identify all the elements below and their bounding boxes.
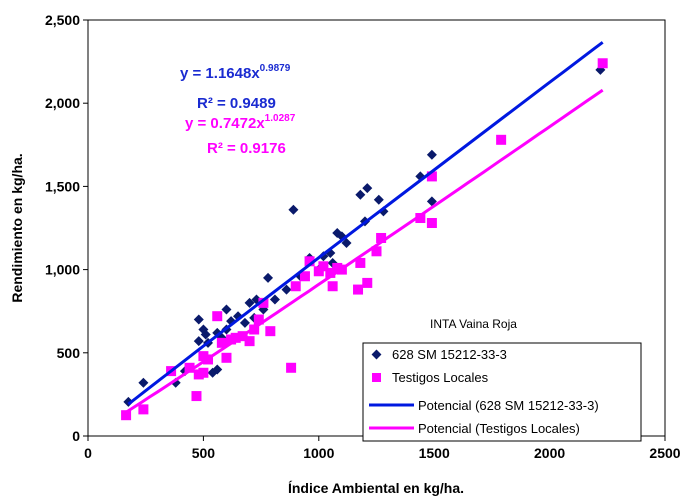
legend-label-628-trend: Potencial (628 SM 15212-33-3)	[418, 398, 599, 413]
legend-label-testigos: Testigos Locales	[392, 370, 489, 385]
point-testigos	[353, 284, 364, 295]
point-628	[269, 294, 280, 305]
trendline-r2-628: R² = 0.9489	[197, 95, 276, 112]
x-tick-label: 500	[192, 445, 216, 461]
legend: 628 SM 15212-33-3 Testigos Locales Poten…	[362, 342, 642, 442]
point-628	[288, 204, 299, 215]
point-testigos	[426, 218, 437, 229]
point-testigos	[230, 332, 241, 343]
point-testigos	[212, 311, 223, 322]
y-tick-label: 1,000	[45, 262, 80, 278]
axes: 0 500 1000 1500 2000 2500 0 500 1,000 1,500 2,000 2…	[45, 12, 681, 461]
legend-marker-testigos	[372, 373, 381, 382]
point-testigos	[327, 281, 338, 292]
x-tick-label: 2000	[534, 445, 565, 461]
point-testigos	[198, 367, 209, 378]
point-testigos	[362, 277, 373, 288]
y-axis-title: Rendimiento en kg/ha.	[9, 153, 25, 302]
y-tick-label: 1,500	[45, 178, 80, 194]
point-testigos	[597, 58, 608, 69]
trendline-testigos	[125, 88, 604, 414]
point-testigos	[253, 314, 264, 325]
point-testigos	[304, 256, 315, 267]
point-testigos	[191, 391, 202, 402]
y-tick-label: 2,500	[45, 12, 80, 28]
point-628	[355, 189, 366, 200]
point-628	[193, 314, 204, 325]
point-628	[373, 194, 384, 205]
point-testigos	[426, 171, 437, 182]
point-628	[244, 297, 255, 308]
point-628	[281, 284, 292, 295]
point-628	[263, 272, 274, 283]
point-628	[193, 336, 204, 347]
point-628	[362, 183, 373, 194]
point-628	[239, 317, 250, 328]
point-testigos	[325, 267, 336, 278]
legend-box	[362, 342, 642, 442]
point-628	[426, 196, 437, 207]
trendline-layer	[125, 41, 604, 414]
point-testigos	[216, 337, 227, 348]
legend-label-628: 628 SM 15212-33-3	[392, 347, 507, 362]
point-testigos	[496, 134, 507, 145]
chart-note: INTA Vaina Roja	[430, 317, 517, 331]
point-628	[200, 329, 211, 340]
point-628	[221, 304, 232, 315]
point-testigos	[265, 326, 276, 337]
x-axis-title: Índice Ambiental en kg/ha.	[288, 480, 464, 496]
point-testigos	[290, 281, 301, 292]
x-tick-label: 1500	[419, 445, 450, 461]
trendline-equation-testigos: y = 0.7472x1.0287	[185, 113, 296, 132]
legend-marker-628	[371, 349, 382, 360]
point-testigos	[376, 232, 387, 243]
point-testigos	[286, 362, 297, 373]
x-tick-label: 1000	[303, 445, 334, 461]
point-628	[123, 396, 134, 407]
point-628	[341, 237, 352, 248]
point-testigos	[355, 257, 366, 268]
y-tick-label: 0	[72, 428, 80, 444]
point-testigos	[121, 410, 132, 421]
point-testigos	[138, 404, 149, 415]
point-628	[426, 149, 437, 160]
point-testigos	[371, 246, 382, 257]
trendline-628	[127, 41, 604, 406]
point-testigos	[415, 213, 426, 224]
trendline-r2-testigos: R² = 0.9176	[207, 140, 286, 157]
trendline-equation-628: y = 1.1648x0.9879	[180, 63, 291, 82]
y-tick-label: 500	[57, 345, 81, 361]
point-testigos	[184, 362, 195, 373]
point-testigos	[244, 336, 255, 347]
legend-label-testigos-trend: Potencial (Testigos Locales)	[418, 421, 580, 436]
point-testigos	[318, 261, 329, 272]
x-tick-label: 0	[84, 445, 92, 461]
point-testigos	[258, 297, 269, 308]
y-tick-label: 2,000	[45, 95, 80, 111]
point-testigos	[221, 352, 232, 363]
point-628	[212, 364, 223, 375]
point-628	[138, 377, 149, 388]
point-testigos	[299, 271, 310, 282]
x-tick-label: 2500	[649, 445, 680, 461]
